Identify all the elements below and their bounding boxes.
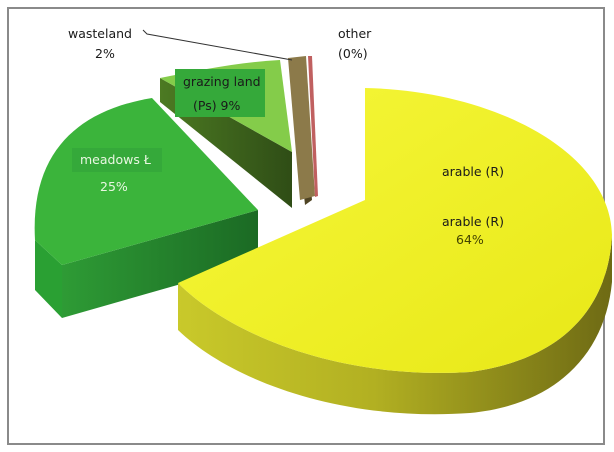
slice-meadows xyxy=(34,98,258,318)
label-wasteland-name: wasteland xyxy=(68,26,132,41)
label-other-pct: (0%) xyxy=(338,46,368,61)
slice-other xyxy=(308,56,318,197)
slice-wasteland-top xyxy=(288,56,315,200)
slice-wasteland xyxy=(288,56,315,205)
slice-meadows-side xyxy=(35,240,62,318)
label-arable-name-top: arable (R) xyxy=(442,164,504,179)
label-meadows-box xyxy=(72,148,162,172)
label-arable-pct: 64% xyxy=(456,232,484,247)
label-grazing-line2: (Ps) 9% xyxy=(193,98,241,113)
label-meadows-name: meadows Ł xyxy=(80,152,151,167)
slice-meadows-top xyxy=(34,98,258,265)
label-meadows-pct: 25% xyxy=(100,179,128,194)
slice-other-top xyxy=(308,56,318,197)
label-other-name: other xyxy=(338,26,372,41)
slice-arable-side xyxy=(178,235,612,415)
leader-line-wasteland xyxy=(142,29,293,61)
label-grazing-box xyxy=(175,69,265,117)
slice-meadows-front xyxy=(62,210,258,318)
slice-arable xyxy=(178,88,612,415)
label-arable-name: arable (R) xyxy=(442,214,504,229)
slice-arable-top xyxy=(178,88,612,373)
label-wasteland-pct: 2% xyxy=(95,46,115,61)
label-grazing-line1: grazing land xyxy=(183,74,261,89)
